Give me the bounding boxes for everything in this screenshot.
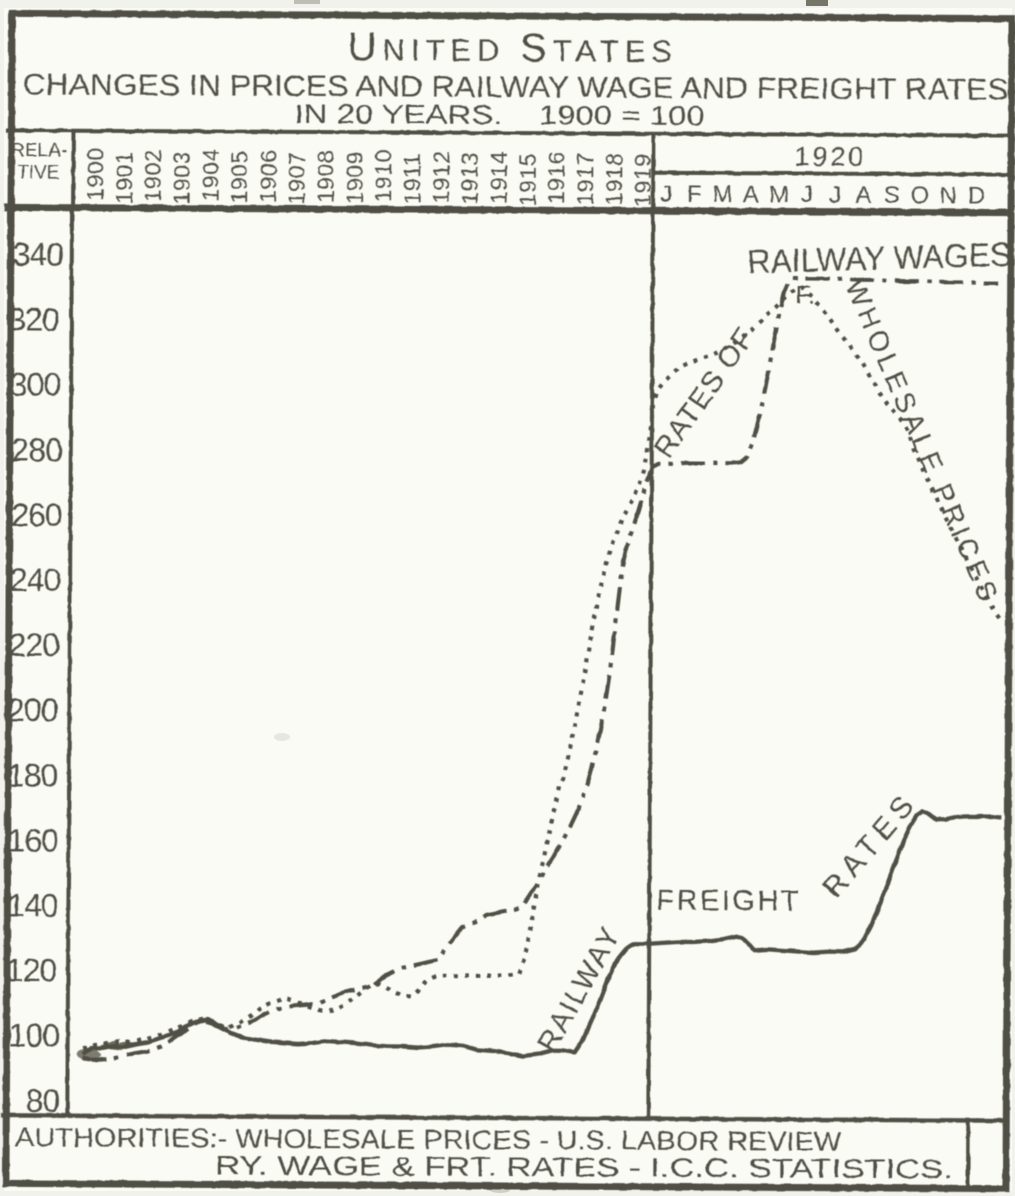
svg-text:320: 320 [8,301,59,337]
svg-text:FREIGHT: FREIGHT [656,885,801,918]
svg-text:AUTHORITIES:- WHOLESALE PRICES: AUTHORITIES:- WHOLESALE PRICES - U.S. LA… [15,1122,842,1156]
svg-text:100: 100 [8,1018,59,1054]
svg-text:1901: 1901 [111,151,137,204]
svg-text:1903: 1903 [169,151,195,204]
svg-text:1906: 1906 [255,150,281,203]
svg-text:1916: 1916 [543,151,569,204]
svg-text:240: 240 [10,562,61,598]
svg-text:S: S [884,182,900,209]
svg-text:M: M [769,181,789,208]
svg-text:80: 80 [25,1083,59,1119]
svg-text:180: 180 [7,757,58,793]
svg-text:1909: 1909 [341,151,367,204]
svg-text:260: 260 [11,497,62,533]
svg-text:O: O [911,182,930,209]
svg-text:1905: 1905 [226,150,252,203]
svg-text:1920: 1920 [794,141,866,171]
svg-text:1902: 1902 [140,149,166,202]
svg-text:J: J [660,181,672,208]
svg-text:280: 280 [11,432,62,468]
svg-text:1915: 1915 [514,153,540,206]
svg-text:D: D [968,182,985,209]
svg-text:1913: 1913 [457,152,483,205]
svg-text:CHANGES IN PRICES AND RAILWAY: CHANGES IN PRICES AND RAILWAY WAGE AND F… [23,68,1009,106]
svg-text:120: 120 [6,952,57,988]
svg-text:200: 200 [7,692,58,728]
svg-text:1912: 1912 [428,150,454,203]
svg-text:F.: F. [796,282,816,310]
svg-text:1919: 1919 [630,153,656,206]
svg-text:TIVE: TIVE [17,162,59,183]
svg-text:1908: 1908 [313,150,339,203]
svg-text:1911: 1911 [399,153,425,205]
svg-text:220: 220 [8,627,59,663]
svg-text:300: 300 [10,367,61,403]
svg-text:1914: 1914 [486,151,512,204]
svg-text:M: M [712,181,732,208]
svg-text:1904: 1904 [197,148,223,201]
svg-text:A: A [855,182,871,209]
svg-text:F: F [687,181,702,208]
svg-text:J: J [829,182,841,209]
svg-text:N: N [939,182,956,209]
svg-text:160: 160 [7,822,58,858]
svg-text:1910: 1910 [370,149,396,202]
svg-text:UNITED STATES: UNITED STATES [348,25,679,71]
svg-text:1918: 1918 [601,152,627,205]
svg-text:1917: 1917 [572,152,598,205]
svg-text:RAILWAY WAGES: RAILWAY WAGES [747,235,1012,280]
svg-text:J: J [801,182,813,209]
svg-text:140: 140 [7,887,58,923]
svg-text:RELA-: RELA- [11,140,67,161]
svg-text:IN 20 YEARS. 1900 = 100: IN 20 YEARS. 1900 = 100 [294,99,704,131]
svg-text:340: 340 [13,236,64,272]
svg-text:1900: 1900 [82,148,108,201]
svg-text:A: A [743,181,759,208]
svg-text:1907: 1907 [284,152,310,205]
svg-text:RY. WAGE & FRT. RATES - I.C.C.: RY. WAGE & FRT. RATES - I.C.C. STATISTIC… [215,1150,953,1184]
